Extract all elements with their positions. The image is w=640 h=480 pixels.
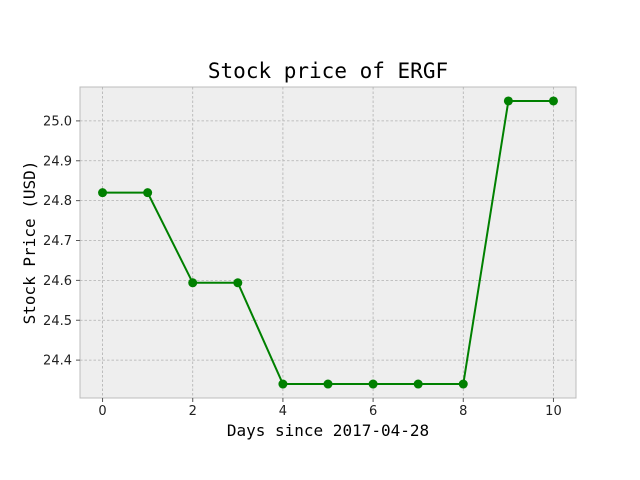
y-tick-label: 25.0 bbox=[43, 114, 72, 129]
data-point bbox=[548, 96, 558, 106]
chart-title: Stock price of ERGF bbox=[208, 59, 448, 83]
data-point bbox=[278, 379, 288, 389]
y-tick-label: 24.9 bbox=[43, 154, 72, 169]
x-tick-label: 0 bbox=[98, 404, 106, 419]
plot-area bbox=[79, 86, 577, 399]
x-tick-label: 10 bbox=[545, 404, 562, 419]
x-axis-label: Days since 2017-04-28 bbox=[227, 421, 429, 440]
y-tick-label: 24.8 bbox=[43, 194, 72, 209]
data-point bbox=[233, 278, 243, 288]
x-tick-label: 6 bbox=[369, 404, 377, 419]
data-point bbox=[413, 379, 423, 389]
data-point bbox=[368, 379, 378, 389]
y-tick-label: 24.6 bbox=[43, 274, 72, 289]
data-point bbox=[323, 379, 333, 389]
y-tick-label: 24.5 bbox=[43, 314, 72, 329]
x-axis-ticks: 0 2 4 6 8 10 bbox=[98, 398, 562, 419]
data-point bbox=[503, 96, 513, 106]
y-axis-label: Stock Price (USD) bbox=[20, 161, 39, 325]
y-tick-label: 24.7 bbox=[43, 234, 72, 249]
data-point bbox=[188, 278, 198, 288]
grid-lines bbox=[80, 87, 576, 398]
x-tick-label: 2 bbox=[189, 404, 197, 419]
y-tick-label: 24.4 bbox=[43, 354, 72, 369]
data-point bbox=[98, 188, 108, 198]
y-axis-ticks: 24.4 24.5 24.6 24.7 24.8 24.9 25.0 bbox=[43, 114, 80, 369]
data-point bbox=[143, 188, 153, 198]
data-point bbox=[458, 379, 468, 389]
data-points bbox=[98, 96, 558, 389]
x-tick-label: 4 bbox=[279, 404, 287, 419]
x-tick-label: 8 bbox=[459, 404, 467, 419]
